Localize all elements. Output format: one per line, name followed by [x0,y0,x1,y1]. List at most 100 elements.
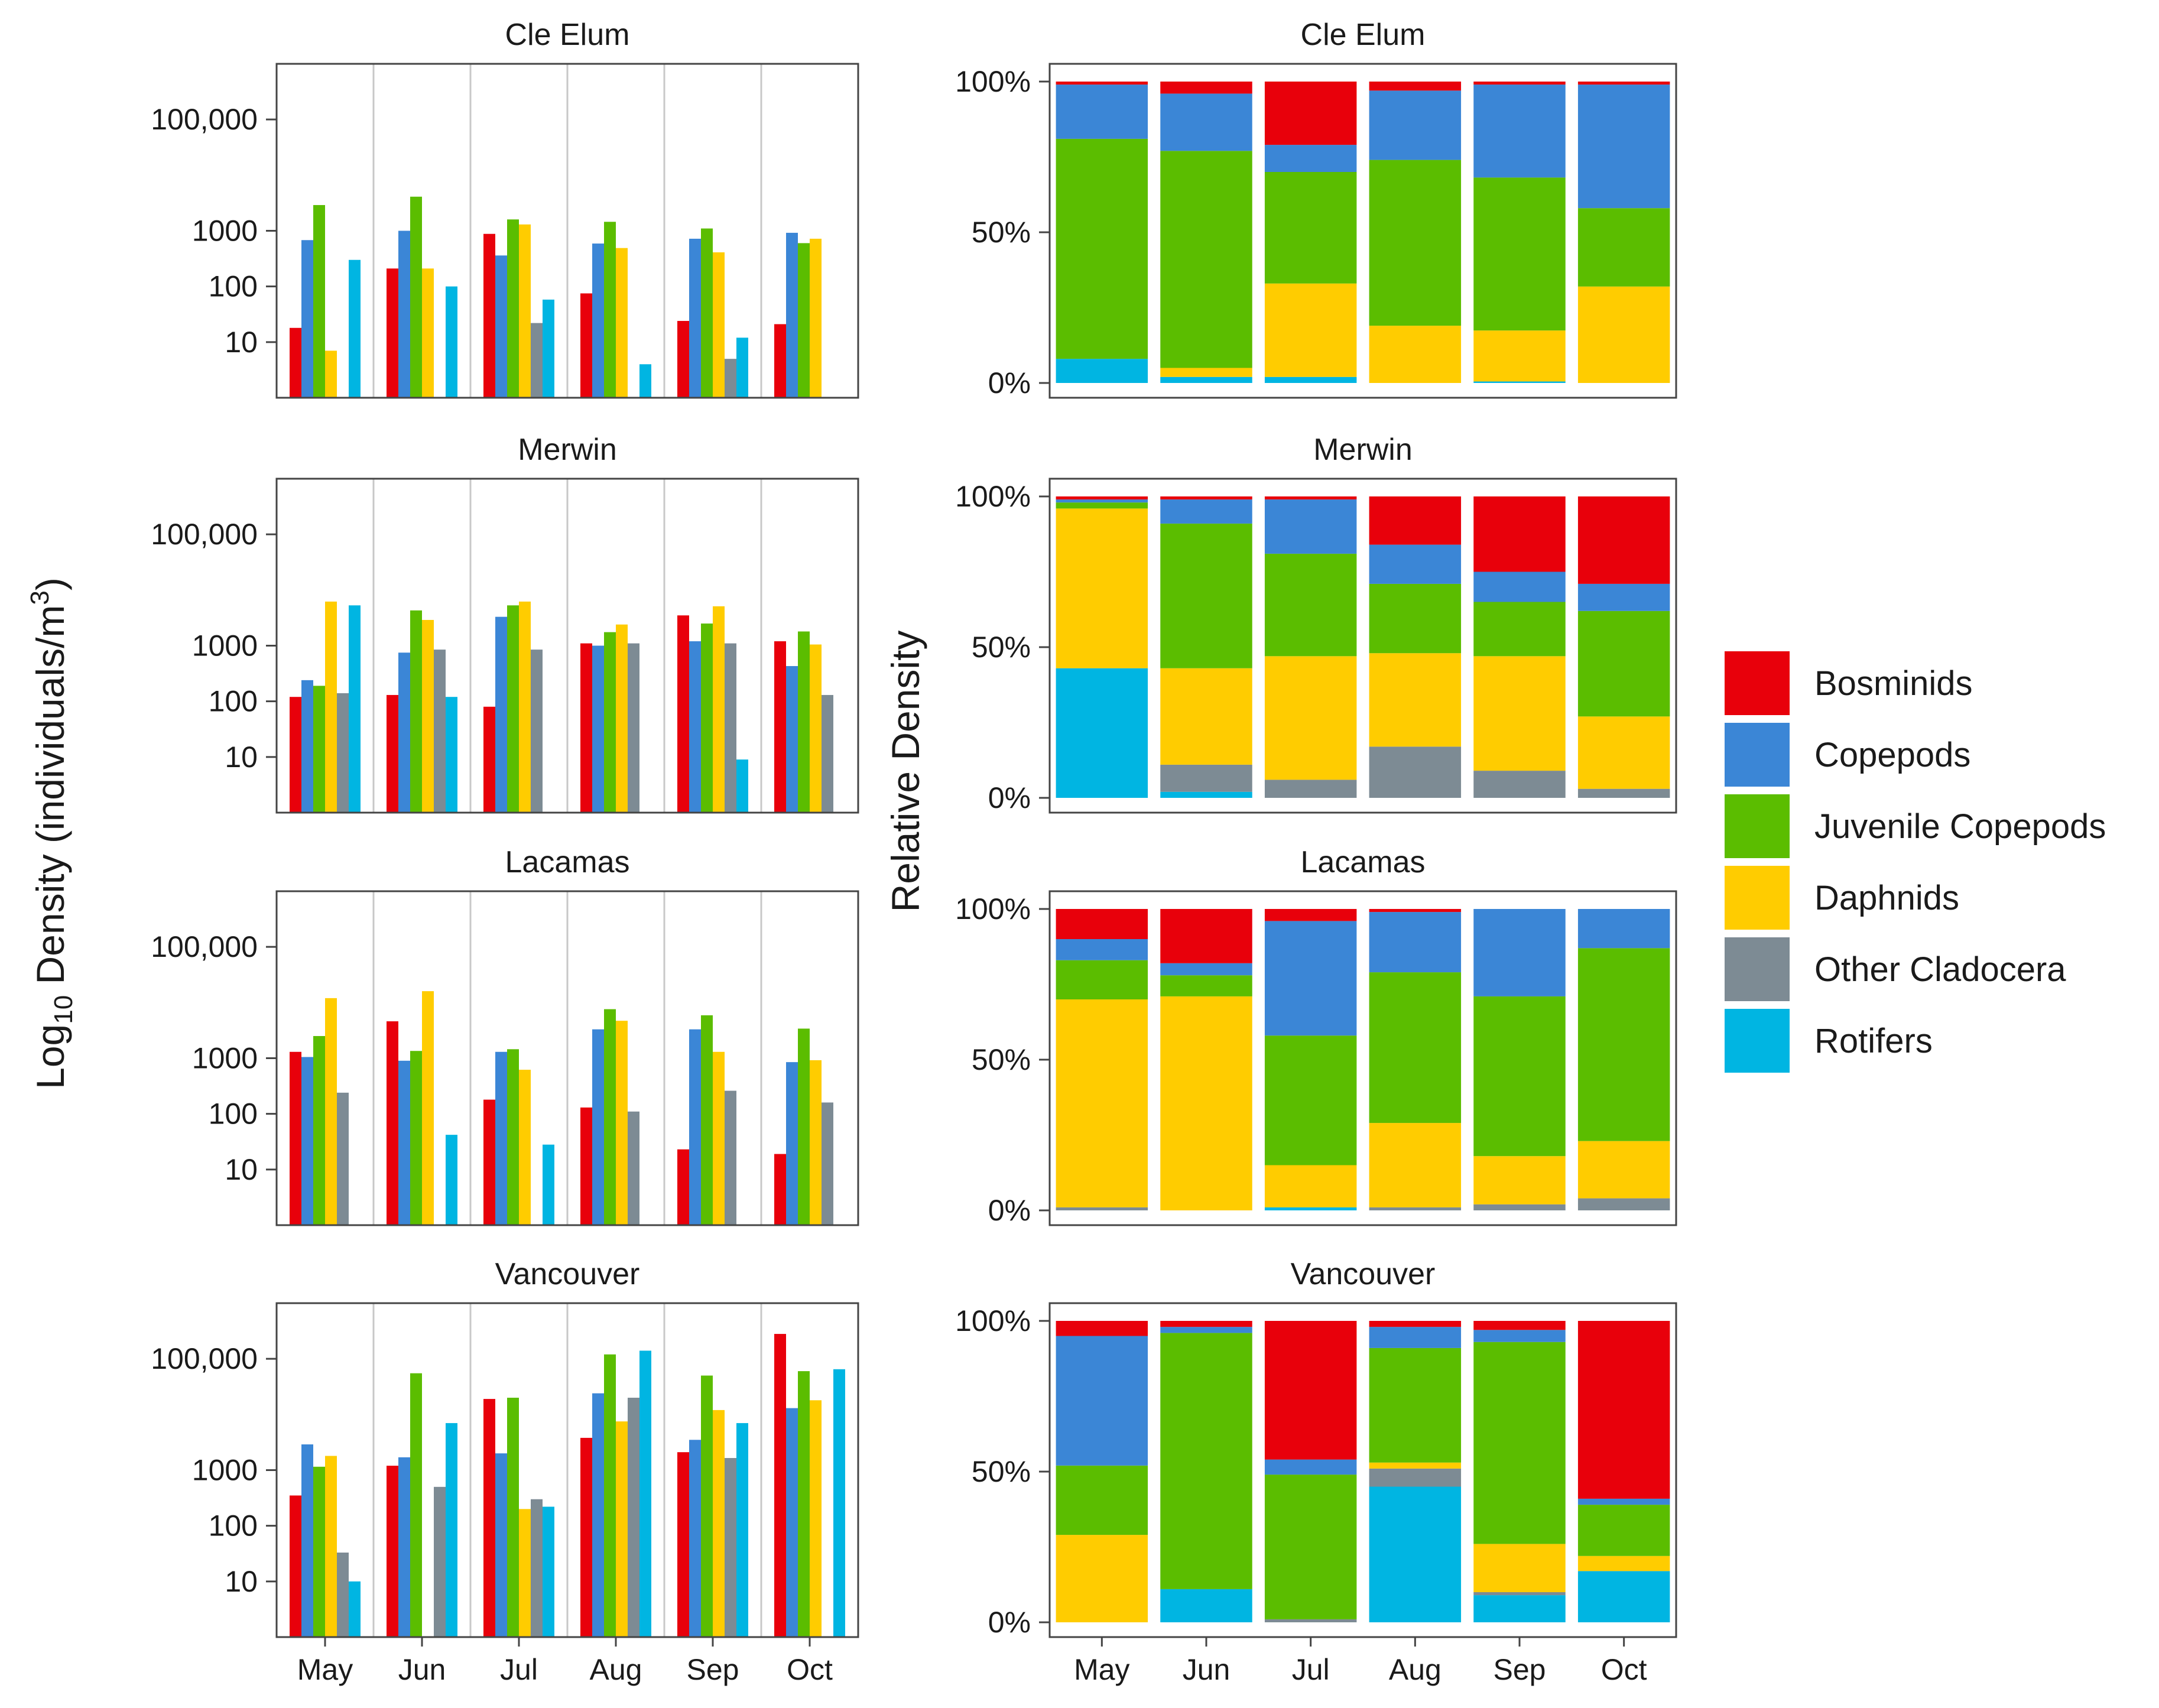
bar-copepods-sep: Copepods Sep: 720 [689,238,701,398]
legend-label: Rotifers [1814,1022,1933,1060]
bar-juvenile-copepods-may: Juvenile Copepods May: 2900 [313,204,325,398]
segment-other-cladocera-jul: Other Cladocera Jul: 6% [1264,780,1357,798]
segment-daphnids-may: Daphnids May: 69% [1056,999,1148,1207]
bar-other-cladocera-aug: Other Cladocera Aug: 110 [628,1111,639,1225]
segment-juvenile-copepods-may: Juvenile Copepods May: 13% [1056,960,1148,999]
panels: Cle Elum Bosminids May: 18Copepods May: 6… [151,18,1677,1686]
segment-juvenile-copepods-aug: Juvenile Copepods Aug: 50% [1369,972,1462,1123]
segment-rotifers-may: Rotifers May: 8% [1056,359,1148,383]
bar-daphnids-jul: Daphnids Jul: 1300 [519,224,531,398]
bar-copepods-may: Copepods May: 240 [301,680,313,813]
segment-copepods-may: Copepods May: 43% [1056,1336,1148,1466]
segment-copepods-jul: Copepods Jul: 5% [1264,1459,1357,1475]
bar-other-cladocera-aug: Other Cladocera Aug: 20000 [628,1397,639,1637]
segment-bosminids-oct: Bosminids Oct: 59% [1577,1321,1670,1499]
bar-rotifers-jul: Rotifers Jul: 58 [543,299,554,398]
segment-rotifers-may: Rotifers May: 43% [1056,668,1148,798]
segment-copepods-may: Copepods May: 1% [1056,499,1148,503]
segment-rotifers-sep: Rotifers Sep: 9% [1473,1595,1566,1622]
y-tick-label: 50% [972,631,1031,664]
segment-daphnids-aug: Daphnids Aug: 31% [1369,653,1462,747]
bar-juvenile-copepods-oct: Juvenile Copepods Oct: 60000 [798,1371,810,1637]
segment-daphnids-sep: Daphnids Sep: 38% [1473,656,1566,771]
plot-frame [1048,890,1677,1226]
bar-daphnids-jul: Daphnids Jul: 620 [519,1070,531,1225]
bar-juvenile-copepods-may: Juvenile Copepods May: 1150 [313,1466,325,1637]
segment-daphnids-jul: Daphnids Jul: 14% [1264,1165,1357,1207]
segment-bosminids-jun: Bosminids Jun: 2% [1160,1321,1252,1327]
segment-juvenile-copepods-may: Juvenile Copepods May: 2% [1056,502,1148,509]
legend-swatch [1725,723,1790,787]
segment-rotifers-jul: Rotifers Jul: 1% [1264,1207,1357,1210]
segment-other-cladocera-sep: Other Cladocera Sep: 1% [1473,1592,1566,1596]
segment-rotifers-jun: Rotifers Jun: 2% [1160,376,1252,383]
bar-bosminids-jun: Bosminids Jun: 210 [387,268,398,398]
segment-juvenile-copepods-jun: Juvenile Copepods Jun: 85% [1160,1333,1252,1589]
bar-other-cladocera-jul: Other Cladocera Jul: 22 [531,323,543,398]
segment-copepods-sep: Copepods Sep: 29% [1473,909,1566,996]
segment-other-cladocera-sep: Other Cladocera Sep: 2% [1473,1204,1566,1210]
segment-juvenile-copepods-may: Juvenile Copepods May: 73% [1056,138,1148,359]
x-tick-label: Sep [1494,1653,1546,1686]
segment-daphnids-jun: Daphnids Jun: 3% [1160,368,1252,377]
bar-bosminids-oct: Bosminids Oct: 19 [774,1154,786,1225]
segment-copepods-sep: Copepods Sep: 31% [1473,85,1566,178]
bar-bosminids-aug: Bosminids Aug: 1100 [580,643,592,813]
legend-item-other-cladocera: Other Cladocera [1725,937,2066,1001]
bar-bosminids-aug: Bosminids Aug: 130 [580,1107,592,1225]
bar-rotifers-may: Rotifers May: 300 [349,259,361,398]
legend-label: Copepods [1814,736,1970,774]
segment-other-cladocera-oct: Other Cladocera Oct: 4% [1577,1198,1670,1210]
y-tick-label: 100% [955,1304,1031,1337]
x-tick-label: May [1074,1653,1129,1686]
panel-absolute-cle-elum: Cle Elum Bosminids May: 18Copepods May: 6… [151,18,859,399]
bar-copepods-may: Copepods May: 1050 [301,1057,313,1225]
segment-bosminids-sep: Bosminids Sep: 1% [1473,82,1566,85]
bar-juvenile-copepods-aug: Juvenile Copepods Aug: 1750 [604,632,616,813]
legend-swatch [1725,651,1790,715]
segment-copepods-oct: Copepods Oct: 13% [1577,909,1670,949]
y-tick-label: 1000 [192,1454,258,1487]
bar-daphnids-jun: Daphnids Jun: 2900 [422,619,434,813]
segment-juvenile-copepods-sep: Juvenile Copepods Sep: 53% [1473,996,1566,1157]
bar-other-cladocera-jul: Other Cladocera Jul: 850 [531,650,543,813]
bar-juvenile-copepods-oct: Juvenile Copepods Oct: 3400 [798,1028,810,1225]
y-tick-label: 100 [209,270,258,303]
panel-absolute-vancouver: Vancouver Bosminids May: 350Copepods May:… [151,1257,859,1686]
legend: Bosminids Copepods Juvenile Copepods Daphni… [1725,651,2106,1073]
segment-daphnids-oct: Daphnids Oct: 5% [1577,1556,1670,1571]
segment-copepods-jun: Copepods Jun: 8% [1160,499,1252,524]
bar-juvenile-copepods-jun: Juvenile Copepods Jun: 4300 [410,610,422,813]
bar-bosminids-oct: Bosminids Oct: 1200 [774,641,786,813]
segment-other-cladocera-may: Other Cladocera May: 1% [1056,1207,1148,1210]
bar-other-cladocera-sep: Other Cladocera Sep: 1100 [725,643,736,813]
y-tick-label: 50% [972,1043,1031,1076]
bar-daphnids-aug: Daphnids Aug: 7500 [616,1421,628,1637]
y-tick-label: 50% [972,1455,1031,1488]
segment-daphnids-aug: Daphnids Aug: 19% [1369,326,1462,383]
segment-daphnids-jun: Daphnids Jun: 32% [1160,668,1252,765]
bar-copepods-sep: Copepods Sep: 3500 [689,1440,701,1637]
segment-copepods-aug: Copepods Aug: 20% [1369,912,1462,973]
bar-juvenile-copepods-sep: Juvenile Copepods Sep: 5900 [701,1015,713,1225]
segment-other-cladocera-oct: Other Cladocera Oct: 3% [1577,788,1670,798]
bar-other-cladocera-may: Other Cladocera May: 140 [337,693,349,813]
x-tick-label: Aug [1389,1653,1442,1686]
bar-rotifers-may: Rotifers May: 5300 [349,605,361,813]
bar-rotifers-jul: Rotifers Jul: 220 [543,1506,554,1637]
legend-label: Other Cladocera [1814,950,2066,989]
y-tick-label: 0% [988,781,1031,814]
segment-bosminids-may: Bosminids May: 10% [1056,909,1148,939]
segment-rotifers-oct: Rotifers Oct: 17% [1577,1571,1670,1622]
segment-juvenile-copepods-jun: Juvenile Copepods Jun: 48% [1160,523,1252,668]
segment-daphnids-sep: Daphnids Sep: 16% [1473,1544,1566,1592]
bar-rotifers-sep: Rotifers Sep: 9 [736,759,748,813]
x-tick-label: Sep [687,1653,739,1686]
segment-juvenile-copepods-may: Juvenile Copepods May: 23% [1056,1465,1148,1535]
bar-rotifers-may: Rotifers May: 10 [349,1581,361,1637]
bar-copepods-aug: Copepods Aug: 590 [592,243,604,398]
segment-daphnids-jun: Daphnids Jun: 71% [1160,996,1252,1210]
y-tick-label: 0% [988,366,1031,400]
bar-daphnids-aug: Daphnids Aug: 2400 [616,624,628,813]
